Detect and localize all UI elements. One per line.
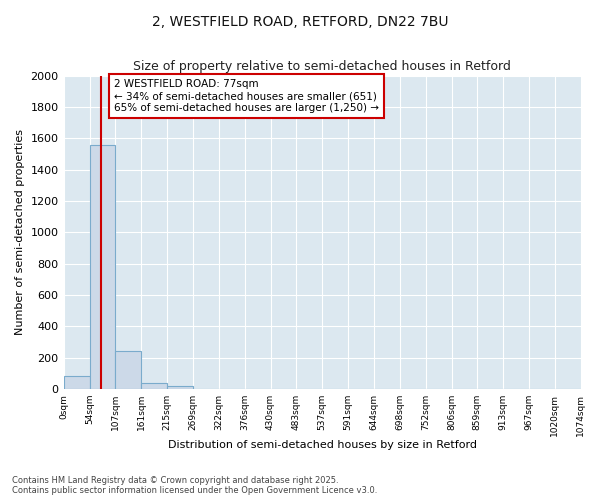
X-axis label: Distribution of semi-detached houses by size in Retford: Distribution of semi-detached houses by … xyxy=(167,440,476,450)
Bar xyxy=(64,376,89,389)
Text: Contains HM Land Registry data © Crown copyright and database right 2025.
Contai: Contains HM Land Registry data © Crown c… xyxy=(12,476,377,495)
Bar xyxy=(141,384,167,389)
Y-axis label: Number of semi-detached properties: Number of semi-detached properties xyxy=(15,130,25,336)
Bar xyxy=(89,144,115,389)
Text: 2, WESTFIELD ROAD, RETFORD, DN22 7BU: 2, WESTFIELD ROAD, RETFORD, DN22 7BU xyxy=(152,15,448,29)
Bar xyxy=(115,352,141,389)
Text: 2 WESTFIELD ROAD: 77sqm
← 34% of semi-detached houses are smaller (651)
65% of s: 2 WESTFIELD ROAD: 77sqm ← 34% of semi-de… xyxy=(114,80,379,112)
Bar xyxy=(167,386,193,389)
Title: Size of property relative to semi-detached houses in Retford: Size of property relative to semi-detach… xyxy=(133,60,511,73)
